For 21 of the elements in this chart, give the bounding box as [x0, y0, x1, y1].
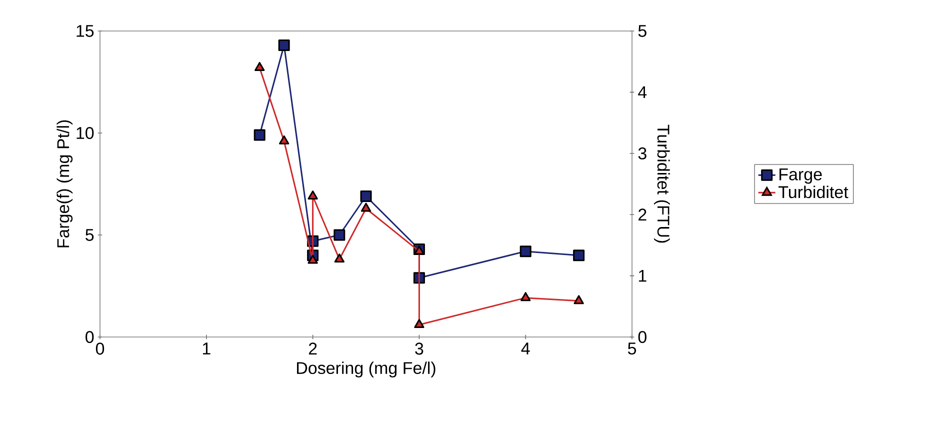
y-tick-label: 10 — [76, 126, 94, 140]
y2-tick-label: 4 — [638, 86, 647, 98]
x-tick-label: 5 — [628, 342, 636, 355]
x-tick-label: 4 — [521, 342, 530, 354]
y-tick-label: 15 — [76, 25, 94, 37]
x-tick-label: 0 — [96, 342, 104, 355]
legend-label: Farge — [780, 168, 822, 184]
y2-tick-label: 3 — [638, 147, 646, 160]
y2-tick-label: 5 — [638, 25, 646, 37]
x-tick-label: 2 — [308, 342, 317, 355]
y2-axis-title: Turbiditet (FTU) — [654, 124, 670, 243]
y-axis-title: Farge(f) (mg Pt/l) — [56, 120, 73, 248]
legend-label: Turbiditet — [778, 186, 848, 198]
y2-tick-label: 2 — [638, 208, 646, 221]
y-tick-label: 0 — [86, 330, 94, 344]
x-tick-label: 3 — [415, 342, 424, 355]
x-tick-label: 1 — [202, 342, 210, 354]
y2-tick-label: 1 — [638, 270, 646, 282]
y-tick-label: 5 — [86, 229, 94, 241]
x-axis-title: Dosering (mg Fe/l) — [297, 362, 436, 378]
y2-tick-label: 0 — [638, 330, 646, 344]
